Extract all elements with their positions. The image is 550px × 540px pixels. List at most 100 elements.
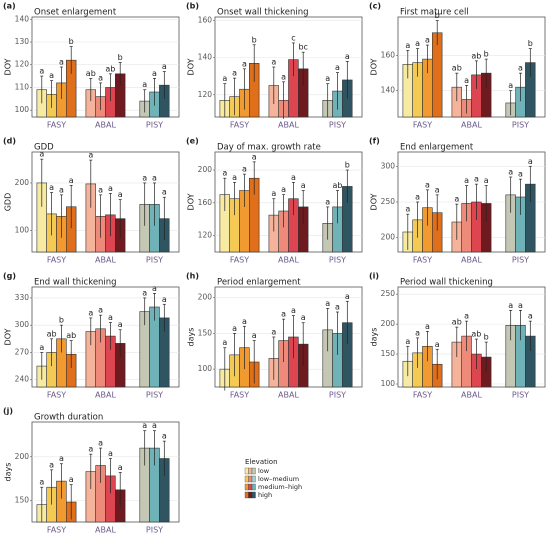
x-tick-label: PISY — [146, 526, 163, 535]
significance-letter: a — [222, 338, 227, 347]
significance-letter: a — [425, 180, 430, 189]
significance-letter: a — [291, 173, 296, 182]
x-tick-label: ABAL — [278, 121, 299, 130]
significance-letter: a — [518, 64, 523, 73]
significance-letter: a — [484, 176, 489, 185]
x-tick-label: PISY — [329, 256, 346, 265]
x-tick-label: FASY — [47, 256, 66, 265]
x-tick-label: PISY — [512, 391, 529, 400]
x-tick-label: ABAL — [461, 121, 482, 130]
significance-letter: a — [325, 197, 330, 206]
legend-swatch — [248, 475, 253, 483]
significance-letter: a — [98, 185, 103, 194]
significance-letter: a — [108, 313, 113, 322]
significance-letter: b — [435, 11, 440, 20]
x-tick-label: PISY — [329, 121, 346, 130]
significance-letter: a — [118, 463, 123, 472]
significance-letter: a — [271, 328, 276, 337]
x-tick-label: PISY — [146, 256, 163, 265]
significance-letter: a — [508, 301, 513, 310]
x-tick-label: FASY — [47, 526, 66, 535]
y-tick-label: 120 — [198, 231, 213, 240]
significance-letter: a — [162, 295, 167, 304]
y-tick-label: 200 — [381, 319, 396, 328]
significance-letter: ab — [471, 330, 481, 339]
panel-label: (j) — [3, 407, 13, 416]
significance-letter: a — [508, 81, 513, 90]
y-axis-label: DOY — [370, 58, 379, 75]
y-tick-label: 160 — [198, 16, 213, 25]
legend-swatch — [248, 491, 253, 499]
y-axis-label: days — [4, 463, 13, 482]
significance-letter: b — [69, 37, 74, 46]
significance-letter: b — [345, 161, 350, 170]
significance-letter: a — [242, 317, 247, 326]
panel-label: (d) — [3, 137, 16, 146]
y-tick-label: 110 — [15, 82, 30, 91]
significance-letter: a — [291, 306, 296, 315]
y-tick-label: 120 — [15, 60, 30, 69]
legend-swatch — [244, 483, 249, 491]
x-tick-label: PISY — [146, 121, 163, 130]
y-tick-label: 200 — [15, 452, 30, 461]
y-tick-label: 200 — [381, 233, 396, 242]
significance-letter: b — [484, 50, 489, 59]
significance-letter: a — [435, 340, 440, 349]
significance-letter: b — [528, 39, 533, 48]
significance-letter: a — [415, 328, 420, 337]
bar — [431, 32, 443, 118]
significance-letter: a — [222, 169, 227, 178]
significance-letter: a — [242, 165, 247, 174]
panel-label: (a) — [3, 2, 16, 11]
y-axis-label: DOY — [187, 58, 196, 75]
panel-title: End wall thickening — [34, 278, 117, 288]
significance-letter: a — [69, 475, 74, 484]
legend-swatch — [244, 491, 249, 499]
significance-letter: a — [335, 63, 340, 72]
x-tick-label: ABAL — [95, 526, 116, 535]
legend-swatch — [251, 491, 256, 499]
significance-letter: a — [345, 52, 350, 61]
significance-letter: a — [405, 41, 410, 50]
significance-letter: a — [325, 74, 330, 83]
panel-label: (i) — [369, 272, 379, 281]
significance-letter: b — [252, 35, 257, 44]
y-axis-label: DOY — [4, 328, 13, 345]
significance-letter: b — [484, 333, 489, 342]
legend-title: Elevation — [245, 458, 278, 466]
significance-letter: a — [528, 157, 533, 166]
y-tick-label: 160 — [198, 198, 213, 207]
significance-letter: ab — [105, 64, 115, 73]
x-tick-label: ABAL — [95, 391, 116, 400]
significance-letter: a — [528, 312, 533, 321]
legend-swatch — [251, 483, 256, 491]
significance-letter: ab — [471, 51, 481, 60]
y-tick-label: 100 — [15, 105, 30, 114]
y-tick-label: 300 — [15, 320, 30, 329]
significance-letter: a — [152, 421, 157, 430]
significance-letter: a — [325, 299, 330, 308]
significance-letter: a — [59, 58, 64, 67]
x-tick-label: FASY — [47, 391, 66, 400]
legend-label: medium–high — [258, 483, 302, 491]
significance-letter: a — [59, 454, 64, 463]
panel-title: Day of max. growth rate — [217, 143, 321, 153]
x-tick-label: FASY — [413, 121, 432, 130]
y-axis-label: DOY — [4, 58, 13, 75]
significance-letter: a — [88, 308, 93, 317]
significance-letter: ab — [47, 329, 57, 338]
significance-letter: a — [88, 445, 93, 454]
significance-letter: a — [142, 288, 147, 297]
x-tick-label: FASY — [230, 256, 249, 265]
significance-letter: a — [518, 301, 523, 310]
significance-letter: a — [232, 324, 237, 333]
x-tick-label: ABAL — [278, 391, 299, 400]
significance-letter: a — [252, 152, 257, 161]
y-tick-label: 150 — [381, 349, 396, 358]
legend-label: high — [258, 491, 272, 499]
panel-label: (h) — [186, 272, 199, 281]
panel-label: (e) — [186, 137, 199, 146]
panel-title: GDD — [34, 143, 54, 153]
significance-letter: ab — [86, 69, 96, 78]
y-tick-label: 140 — [198, 53, 213, 62]
